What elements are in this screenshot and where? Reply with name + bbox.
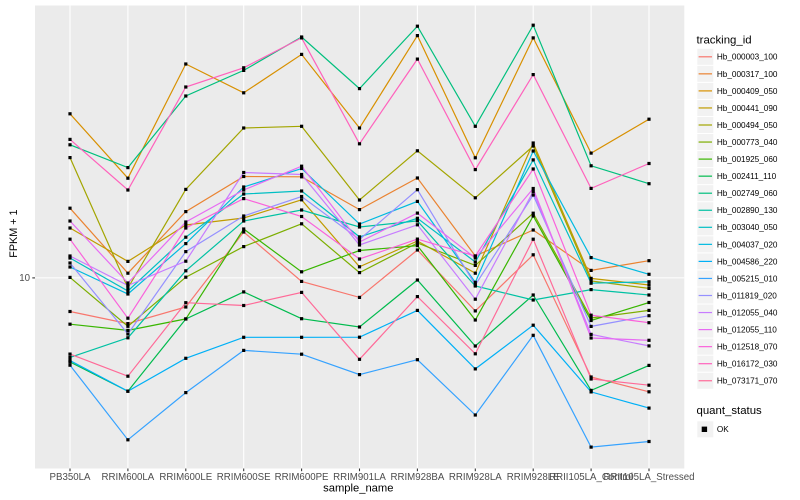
svg-text:Hb_001925_060: Hb_001925_060 [717,155,778,164]
svg-text:Hb_002890_130: Hb_002890_130 [717,206,778,215]
svg-text:RRIM928BA: RRIM928BA [390,472,444,483]
svg-text:Hb_012518_070: Hb_012518_070 [717,343,778,352]
svg-text:OK: OK [717,425,729,434]
svg-text:Hb_000494_050: Hb_000494_050 [717,121,778,130]
svg-text:Hb_000317_100: Hb_000317_100 [717,70,778,79]
svg-text:RRIM600PE: RRIM600PE [275,472,329,483]
svg-text:Hb_002411_110: Hb_002411_110 [717,172,777,181]
svg-text:Hb_000003_100: Hb_000003_100 [717,53,778,62]
svg-text:Hb_000773_040: Hb_000773_040 [717,138,778,147]
svg-text:RRIM901LA: RRIM901LA [333,472,386,483]
svg-text:Hb_016172_030: Hb_016172_030 [717,360,778,369]
svg-text:Hb_005215_010: Hb_005215_010 [717,274,778,283]
svg-text:Hb_073171_070: Hb_073171_070 [717,377,778,386]
svg-text:tracking_id: tracking_id [697,34,752,46]
svg-text:Hb_000441_090: Hb_000441_090 [717,104,778,113]
svg-text:RRII105LA_Stressed: RRII105LA_Stressed [603,472,694,483]
svg-text:10: 10 [19,273,30,284]
svg-text:Hb_004037_020: Hb_004037_020 [717,240,778,249]
svg-text:Hb_003040_050: Hb_003040_050 [717,223,778,232]
svg-text:FPKM + 1: FPKM + 1 [8,209,20,257]
svg-text:sample_name: sample_name [323,483,393,495]
svg-text:Hb_012055_110: Hb_012055_110 [717,326,777,335]
svg-text:RRIM928LE: RRIM928LE [507,472,560,483]
svg-text:Hb_011819_020: Hb_011819_020 [717,291,777,300]
svg-text:Hb_012055_040: Hb_012055_040 [717,308,778,317]
svg-text:quant_status: quant_status [697,405,763,417]
svg-text:RRIM600SE: RRIM600SE [217,472,271,483]
svg-text:Hb_004586_220: Hb_004586_220 [717,257,778,266]
svg-text:RRIM928LA: RRIM928LA [449,472,502,483]
svg-text:RRIM600LA: RRIM600LA [102,472,155,483]
svg-text:PB350LA: PB350LA [50,472,91,483]
svg-text:Hb_002749_060: Hb_002749_060 [717,189,778,198]
svg-text:Hb_000409_050: Hb_000409_050 [717,87,778,96]
svg-text:RRII105LA_Control: RRII105LA_Control [549,472,633,483]
svg-text:RRIM600LE: RRIM600LE [159,472,212,483]
